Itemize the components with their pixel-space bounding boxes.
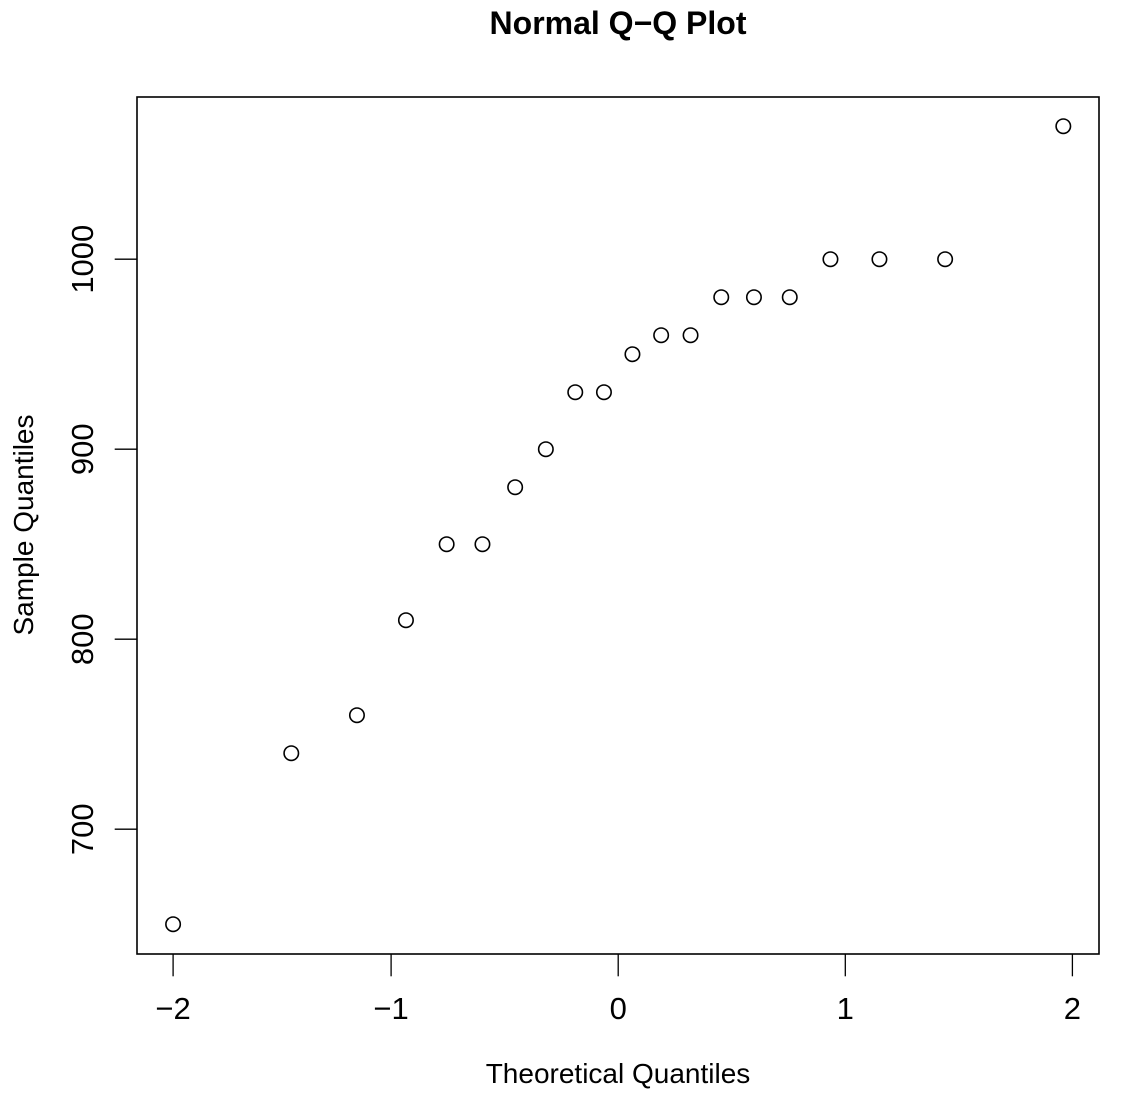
svg-text:2: 2 bbox=[1064, 991, 1081, 1026]
svg-text:Theoretical Quantiles: Theoretical Quantiles bbox=[486, 1058, 751, 1089]
svg-text:−1: −1 bbox=[373, 991, 408, 1026]
svg-text:900: 900 bbox=[65, 423, 100, 475]
svg-text:800: 800 bbox=[65, 613, 100, 665]
svg-text:Sample Quantiles: Sample Quantiles bbox=[8, 414, 39, 635]
svg-text:−2: −2 bbox=[155, 991, 190, 1026]
svg-text:1000: 1000 bbox=[65, 225, 100, 294]
svg-text:0: 0 bbox=[610, 991, 627, 1026]
svg-text:700: 700 bbox=[65, 803, 100, 855]
svg-text:Normal Q−Q Plot: Normal Q−Q Plot bbox=[490, 5, 747, 41]
svg-text:1: 1 bbox=[837, 991, 854, 1026]
